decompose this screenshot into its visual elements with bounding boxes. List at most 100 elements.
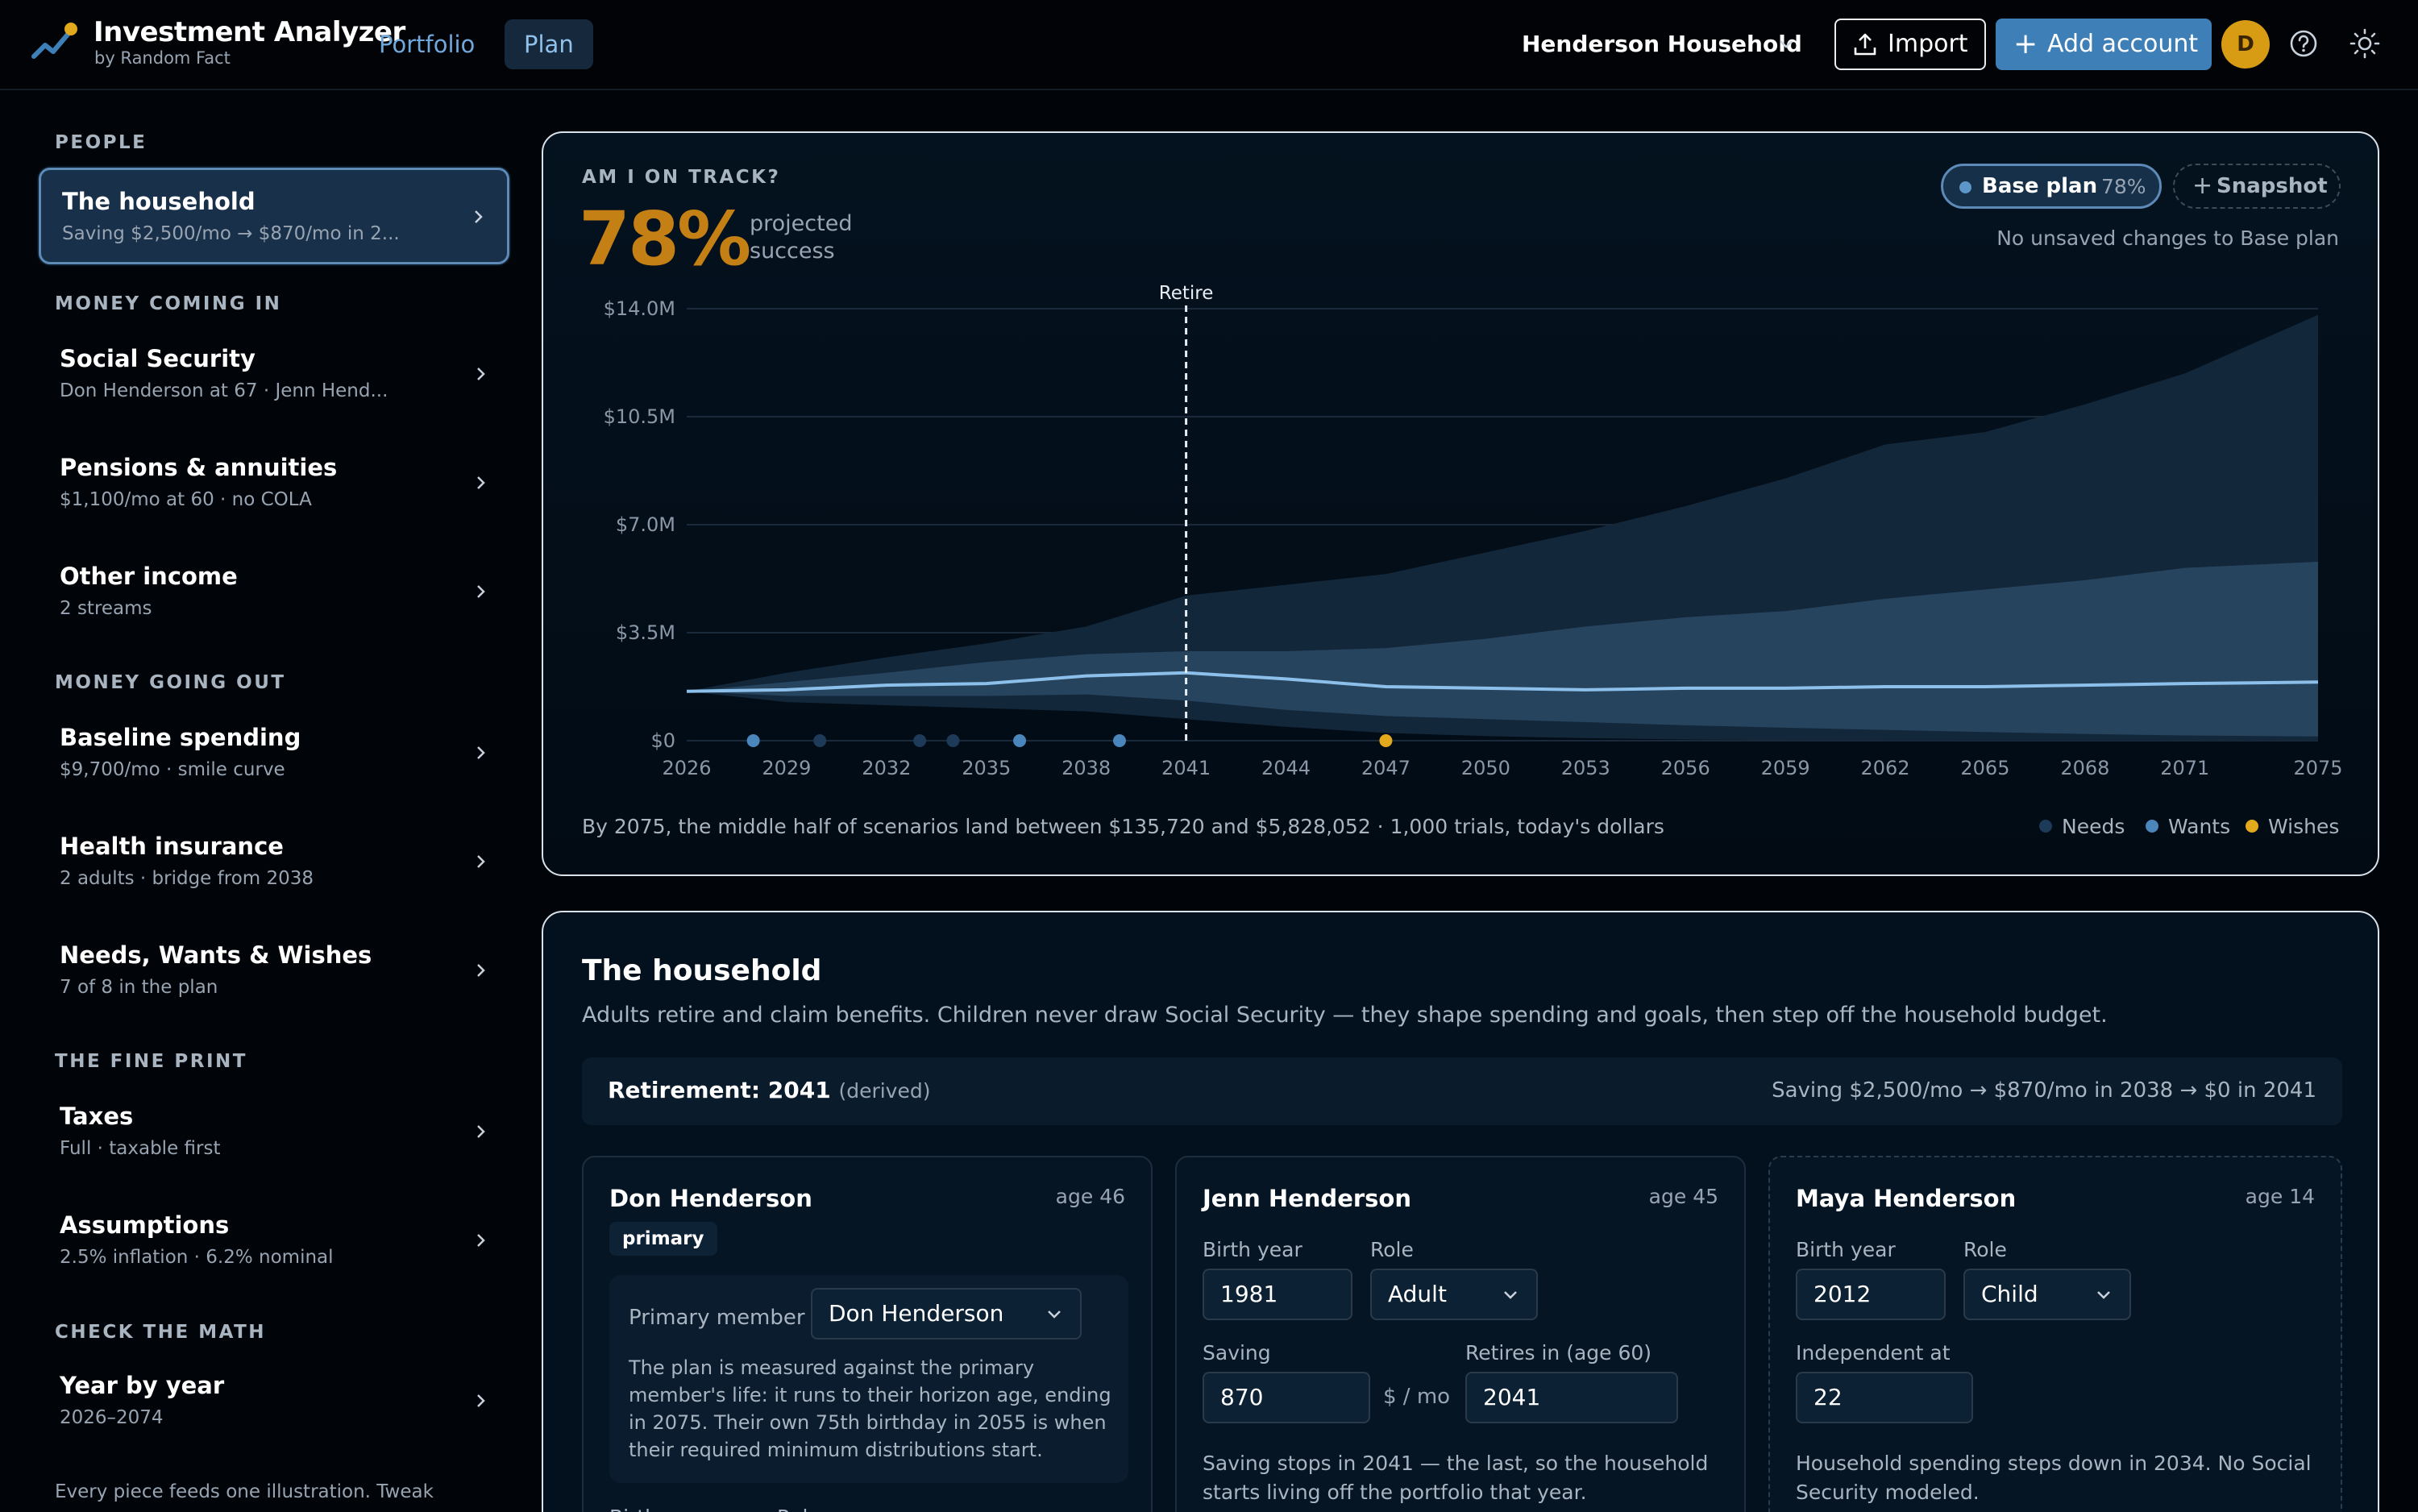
sidebar-item-title: Year by year	[60, 1372, 225, 1399]
import-button[interactable]: Import	[1834, 19, 1986, 70]
role-select[interactable]: Adult	[1370, 1269, 1538, 1320]
sidebar-item-taxes[interactable]: Taxes Full · taxable first	[39, 1085, 509, 1182]
independent-input[interactable]: 22	[1796, 1372, 1973, 1423]
role-select[interactable]: Child	[1963, 1269, 2131, 1320]
sidebar-item-other-income[interactable]: Other income 2 streams	[39, 545, 509, 642]
sidebar-item-subtitle: Saving $2,500/mo → $870/mo in 2...	[62, 223, 400, 244]
birth-year-label: Birth year	[609, 1506, 709, 1512]
on-track-card: AM I ON TRACK? 78% projected success Bas…	[542, 131, 2379, 876]
y-tick-label: $14.0M	[604, 297, 675, 320]
sidebar-item-title: Taxes	[60, 1103, 134, 1130]
person-name: Maya Henderson	[1796, 1185, 2017, 1212]
legend-needs: Needs	[2039, 815, 2125, 838]
tab-plan[interactable]: Plan	[505, 19, 593, 69]
primary-member-select[interactable]: Don Henderson	[811, 1288, 1082, 1340]
sidebar-item-subtitle: 7 of 8 in the plan	[60, 977, 218, 998]
primary-member-note: The plan is measured against the primary…	[629, 1356, 1111, 1461]
chevron-right-icon	[477, 1125, 485, 1138]
person-card-maya: Maya Henderson age 14 Birth year Role 20…	[1768, 1156, 2342, 1512]
sidebar-item-household[interactable]: The household Saving $2,500/mo → $870/mo…	[39, 168, 509, 264]
help-icon[interactable]	[2289, 29, 2318, 58]
plan-dot-icon	[1959, 181, 1971, 193]
sidebar-item-baseline-spending[interactable]: Baseline spending $9,700/mo · smile curv…	[39, 706, 509, 803]
retires-input[interactable]: 2041	[1465, 1372, 1678, 1423]
sidebar-item-subtitle: 2.5% inflation · 6.2% nominal	[60, 1247, 334, 1268]
person-age: age 45	[1648, 1185, 1718, 1208]
birth-year-input[interactable]: 1981	[1203, 1269, 1352, 1320]
independent-label: Independent at	[1796, 1341, 1951, 1365]
retirement-summary: Retirement: 2041 (derived) Saving $2,500…	[582, 1057, 2342, 1125]
sidebar-item-title: Needs, Wants & Wishes	[60, 941, 372, 969]
snapshot-button[interactable]: + Snapshot	[2173, 164, 2341, 209]
x-tick-label: 2047	[1361, 757, 1410, 779]
avatar[interactable]: D	[2221, 20, 2270, 69]
household-selector[interactable]: Henderson Household	[1522, 19, 1802, 69]
birth-year-input[interactable]: 2012	[1796, 1269, 1946, 1320]
sidebar-item-pensions[interactable]: Pensions & annuities $1,100/mo at 60 · n…	[39, 436, 509, 533]
sidebar-item-subtitle: 2026–2074	[60, 1407, 164, 1428]
add-account-label: Add account	[2047, 30, 2199, 58]
retirement-year: Retirement: 2041 (derived)	[608, 1077, 930, 1103]
chevron-down-icon	[1504, 1291, 1517, 1299]
sidebar-item-social-security[interactable]: Social Security Don Henderson at 67 · Je…	[39, 327, 509, 424]
logo-icon	[31, 23, 77, 59]
role-value: Child	[1981, 1281, 2038, 1307]
y-tick-label: $7.0M	[616, 513, 675, 536]
chevron-right-icon	[477, 855, 485, 868]
tab-portfolio[interactable]: Portfolio	[379, 31, 476, 58]
saving-input[interactable]: 870	[1203, 1372, 1370, 1423]
chevron-right-icon	[477, 368, 485, 380]
birth-year-label: Birth year	[1203, 1238, 1302, 1261]
sidebar-item-assumptions[interactable]: Assumptions 2.5% inflation · 6.2% nomina…	[39, 1194, 509, 1290]
primary-badge: primary	[609, 1222, 717, 1256]
x-tick-label: 2050	[1461, 757, 1510, 779]
sidebar-item-health-insurance[interactable]: Health insurance 2 adults · bridge from …	[39, 815, 509, 912]
sidebar-item-title: Pensions & annuities	[60, 454, 338, 481]
add-account-button[interactable]: + Add account	[1996, 19, 2212, 70]
retire-label: Retire	[1159, 283, 1214, 304]
sidebar-item-year-by-year[interactable]: Year by year 2026–2074	[39, 1354, 509, 1451]
household-name: Henderson Household	[1522, 31, 1802, 57]
sidebar-footer-text: Every piece feeds one illustration. Twea…	[55, 1481, 434, 1502]
legend-wishes: Wishes	[2246, 815, 2339, 838]
legend-wishes-dot	[2246, 820, 2258, 833]
sidebar-item-subtitle: 2 streams	[60, 598, 152, 619]
chevron-down-icon	[2097, 1291, 2110, 1299]
goal-dot-wants	[1013, 734, 1027, 747]
primary-member-box: Primary member Don Henderson The plan is…	[609, 1275, 1128, 1483]
chart-footnote: By 2075, the middle half of scenarios la…	[582, 815, 1664, 838]
role-value: Adult	[1388, 1281, 1447, 1307]
x-tick-label: 2059	[1761, 757, 1810, 779]
legend-wants-dot	[2146, 820, 2158, 833]
household-card: The household Adults retire and claim be…	[542, 911, 2379, 1512]
child-note: Household spending steps down in 2034. N…	[1796, 1452, 2312, 1504]
section-money-in: MONEY COMING IN	[55, 293, 282, 314]
top-bar: Investment Analyzer by Random Fact Portf…	[0, 0, 2418, 90]
sidebar-item-subtitle: Don Henderson at 67 · Jenn Hend...	[60, 380, 388, 401]
x-tick-label: 2035	[962, 757, 1011, 779]
sun-icon[interactable]	[2349, 27, 2381, 60]
saving-unit: $ / mo	[1383, 1385, 1451, 1409]
brand-subtitle: by Random Fact	[94, 48, 231, 68]
retires-label: Retires in (age 60)	[1465, 1341, 1652, 1365]
chevron-down-icon	[1780, 40, 1793, 48]
sidebar-item-title: Social Security	[60, 345, 256, 372]
projection-chart: $0 $3.5M $7.0M $10.5M $14.0M 2026 2029 2032 2035…	[604, 283, 2343, 779]
person-card-jenn: Jenn Henderson age 45 Birth year Role 19…	[1175, 1156, 1746, 1512]
saving-note: Saving stops in 2041 — the last, so the …	[1203, 1452, 1709, 1504]
brand-title: Investment Analyzer	[93, 16, 405, 48]
sidebar-item-needs-wants-wishes[interactable]: Needs, Wants & Wishes 7 of 8 in the plan	[39, 924, 509, 1020]
unsaved-status: No unsaved changes to Base plan	[1996, 226, 2339, 250]
x-tick-label: 2075	[2293, 757, 2342, 779]
legend-wishes-label: Wishes	[2268, 815, 2340, 838]
base-plan-pill[interactable]: Base plan 78%	[1941, 164, 2162, 209]
plus-icon: +	[2013, 27, 2038, 60]
legend-wants: Wants	[2146, 815, 2230, 838]
x-tick-label: 2056	[1661, 757, 1710, 779]
upload-icon	[1854, 33, 1876, 56]
goal-dot-needs	[813, 734, 827, 747]
base-plan-label: Base plan	[1982, 174, 2098, 198]
birth-year-label: Birth year	[1796, 1238, 1896, 1261]
chevron-right-icon	[477, 476, 485, 489]
goal-dot-needs	[946, 734, 960, 747]
